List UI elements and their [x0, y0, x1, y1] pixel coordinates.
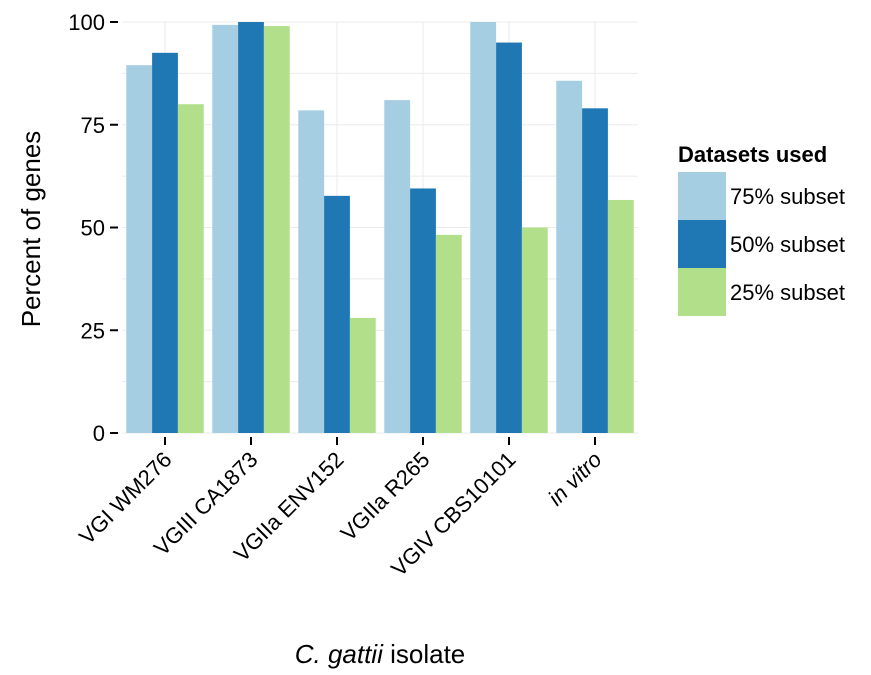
legend-title: Datasets used — [678, 142, 827, 167]
bar — [410, 188, 436, 433]
y-tick-label: 75 — [81, 113, 105, 138]
bar — [384, 100, 411, 433]
x-axis-title: C. gattii isolate — [295, 639, 466, 669]
bar — [470, 22, 497, 433]
y-tick-label: 25 — [81, 318, 105, 343]
bar — [152, 52, 178, 433]
bar — [324, 195, 350, 433]
y-tick-label: 100 — [68, 10, 105, 35]
bar — [607, 199, 634, 433]
legend: Datasets used 75% subset 50% subset 25% su… — [678, 142, 845, 316]
legend-items: 75% subset 50% subset 25% subset — [678, 172, 845, 316]
x-axis-title-italic: C. gattii — [295, 639, 384, 669]
legend-swatch — [678, 220, 726, 268]
y-axis-title: Percent of genes — [16, 131, 46, 328]
bar — [238, 22, 264, 433]
bar — [349, 317, 376, 433]
bar — [126, 65, 153, 433]
bar — [521, 227, 548, 433]
bar — [582, 108, 608, 433]
y-tick-label: 0 — [93, 421, 105, 446]
bar — [556, 80, 583, 433]
bar — [298, 110, 325, 434]
legend-label: 75% subset — [730, 184, 845, 209]
bar — [177, 104, 204, 433]
legend-swatch — [678, 172, 726, 220]
bar — [263, 26, 290, 434]
x-tick-label: in vitro — [543, 447, 606, 510]
bars-layer — [126, 22, 634, 434]
y-tick-label: 50 — [81, 216, 105, 241]
bar — [496, 42, 522, 434]
legend-label: 25% subset — [730, 280, 845, 305]
x-axis-title-rest: isolate — [383, 639, 465, 669]
bar — [435, 234, 462, 433]
bar — [212, 24, 239, 433]
legend-swatch — [678, 268, 726, 316]
legend-label: 50% subset — [730, 232, 845, 257]
